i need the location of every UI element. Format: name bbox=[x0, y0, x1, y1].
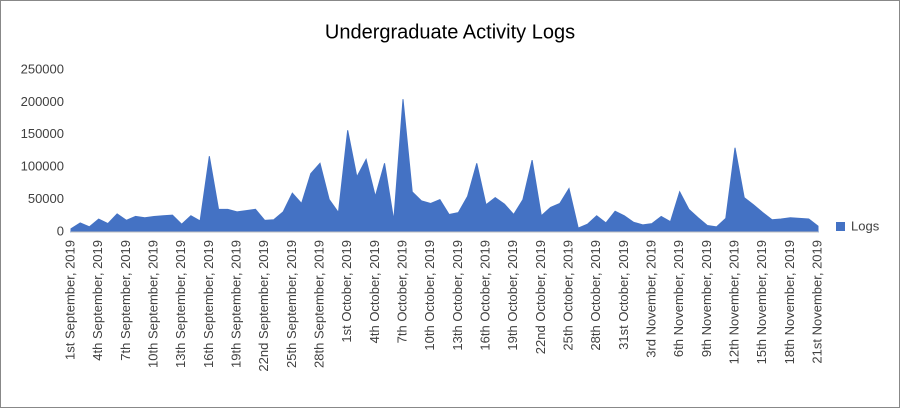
x-tick-label: 25th October, 2019 bbox=[560, 240, 575, 351]
x-tick-label: 22nd October, 2019 bbox=[533, 240, 548, 354]
y-tick-label: 150000 bbox=[21, 126, 64, 141]
x-tick-label: 4th September, 2019 bbox=[90, 240, 105, 361]
x-tick-label: 31st October, 2019 bbox=[616, 240, 631, 350]
x-tick-label: 13th October, 2019 bbox=[450, 240, 465, 351]
x-tick-label: 3rd November, 2019 bbox=[643, 240, 658, 358]
x-tick-label: 7th September, 2019 bbox=[118, 240, 133, 361]
x-tick-label: 1st September, 2019 bbox=[62, 240, 77, 360]
y-tick-label: 200000 bbox=[21, 94, 64, 109]
x-tick-label: 28th September, 2019 bbox=[311, 240, 326, 368]
area bbox=[70, 99, 819, 233]
chart-title: Undergraduate Activity Logs bbox=[325, 21, 575, 43]
x-tick-label: 13th September, 2019 bbox=[173, 240, 188, 368]
y-tick-label: 50000 bbox=[28, 191, 64, 206]
legend-swatch bbox=[836, 222, 845, 231]
x-tick-label: 19th October, 2019 bbox=[505, 240, 520, 351]
x-tick-label: 19th September, 2019 bbox=[228, 240, 243, 368]
x-tick-label: 25th September, 2019 bbox=[284, 240, 299, 368]
x-tick-label: 4th October, 2019 bbox=[367, 240, 382, 343]
legend-label: Logs bbox=[851, 218, 880, 233]
x-tick-label: 21st November, 2019 bbox=[809, 240, 824, 364]
x-tick-label: 10th October, 2019 bbox=[422, 240, 437, 351]
y-tick-label: 0 bbox=[57, 223, 64, 238]
x-tick-label: 16th September, 2019 bbox=[201, 240, 216, 368]
x-tick-label: 15th November, 2019 bbox=[754, 240, 769, 364]
x-tick-label: 16th October, 2019 bbox=[477, 240, 492, 351]
y-tick-label: 250000 bbox=[21, 61, 64, 76]
x-tick-label: 1st October, 2019 bbox=[339, 240, 354, 343]
x-tick-label: 9th November, 2019 bbox=[699, 240, 714, 357]
x-tick-label: 7th October, 2019 bbox=[394, 240, 409, 343]
x-tick-label: 12th November, 2019 bbox=[726, 240, 741, 364]
x-tick-label: 10th September, 2019 bbox=[145, 240, 160, 368]
x-tick-label: 22nd September, 2019 bbox=[256, 240, 271, 372]
y-tick-label: 100000 bbox=[21, 159, 64, 174]
x-tick-label: 28th October, 2019 bbox=[588, 240, 603, 351]
x-tick-label: 18th November, 2019 bbox=[782, 240, 797, 364]
x-tick-label: 6th November, 2019 bbox=[671, 240, 686, 357]
